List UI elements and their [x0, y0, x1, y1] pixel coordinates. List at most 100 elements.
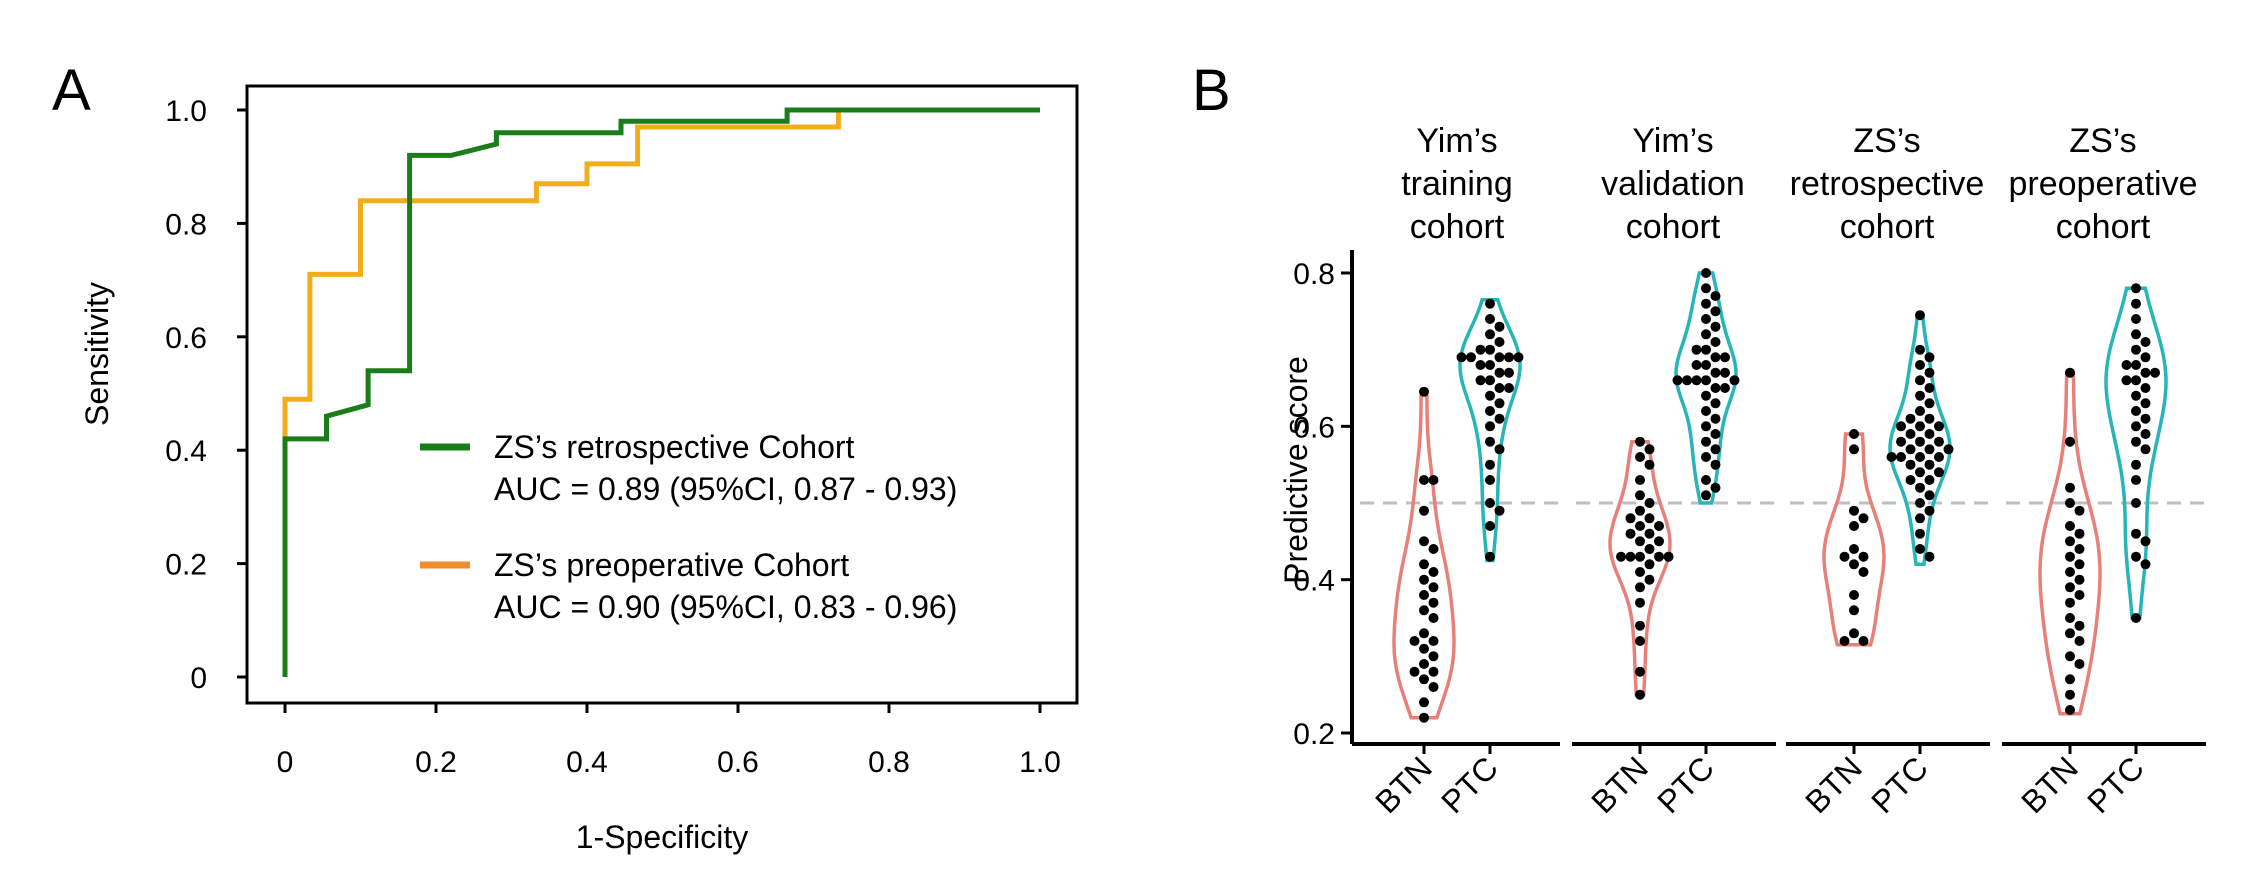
- roc-x-axis: 0 0.2 0.4 0.6 0.8 1.0: [277, 703, 1061, 779]
- data-point: [1915, 310, 1925, 321]
- facet-title-line: training: [1401, 165, 1513, 203]
- data-point: [1635, 452, 1645, 462]
- data-point: [2140, 413, 2151, 424]
- data-point: [2074, 528, 2085, 539]
- data-point: [1654, 521, 1664, 531]
- data-point: [1905, 429, 1916, 439]
- data-point: [1691, 344, 1702, 355]
- data-point: [1701, 329, 1711, 340]
- data-point: [1896, 436, 1906, 447]
- data-point: [1720, 383, 1730, 393]
- data-point: [1701, 452, 1711, 462]
- data-point: [1924, 475, 1935, 485]
- roc-x-tick-label: 0.2: [415, 746, 457, 779]
- data-point: [1849, 559, 1859, 570]
- violin-ptc: [1458, 298, 1522, 563]
- data-point: [1729, 375, 1740, 386]
- data-point: [1419, 712, 1429, 723]
- data-point: [1485, 298, 1495, 309]
- violin-panel: B Predictive score 0.2 0.4 0.6 0.8 Yim’s tra…: [1192, 58, 2206, 820]
- data-point: [1485, 314, 1495, 324]
- data-point: [1710, 444, 1721, 455]
- data-point: [1924, 429, 1935, 439]
- roc-x-tick-label: 1.0: [1019, 746, 1061, 779]
- data-point: [1625, 513, 1636, 524]
- roc-y-tick-label: 0.8: [165, 208, 207, 241]
- data-point: [1858, 551, 1869, 562]
- data-point: [2074, 636, 2085, 646]
- data-point: [2121, 360, 2132, 370]
- roc-y-tick-label: 1.0: [165, 95, 207, 128]
- data-point: [2131, 528, 2141, 539]
- legend-label-retrospective: ZS’s retrospective Cohort: [494, 429, 855, 465]
- data-point: [1701, 283, 1711, 294]
- data-point: [1934, 436, 1944, 447]
- data-point: [1419, 605, 1429, 616]
- violin-btn: [1608, 439, 1672, 697]
- data-point: [1849, 444, 1859, 455]
- data-point: [1943, 444, 1954, 455]
- data-point: [1494, 367, 1505, 378]
- x-tick-label-btn: BTN: [1584, 749, 1655, 820]
- facet-title-line: Yim’s: [1632, 122, 1713, 160]
- data-point: [2074, 659, 2085, 669]
- roc-x-tick-label: 0.6: [717, 746, 759, 779]
- data-point: [1625, 551, 1636, 562]
- data-point: [1485, 390, 1495, 401]
- data-point: [1419, 386, 1429, 397]
- data-point: [1701, 436, 1711, 447]
- data-point: [2065, 613, 2075, 623]
- data-point: [2131, 283, 2141, 294]
- violin-facets: Yim’strainingcohortBTNPTCYim’svalidation…: [1352, 122, 2206, 820]
- data-point: [1915, 498, 1925, 508]
- data-point: [2140, 383, 2151, 393]
- data-point: [1635, 567, 1645, 577]
- data-point: [2131, 498, 2141, 508]
- x-tick-label-btn: BTN: [2014, 749, 2085, 820]
- data-point: [1428, 682, 1439, 692]
- data-point: [1635, 666, 1645, 677]
- data-point: [2065, 482, 2075, 493]
- x-tick-label-btn: BTN: [1798, 749, 1869, 820]
- violin-y-tick-label: 0.8: [1293, 258, 1335, 291]
- data-point: [1905, 459, 1916, 470]
- data-point: [1419, 674, 1429, 685]
- data-point: [2140, 367, 2151, 378]
- data-point: [1635, 475, 1645, 485]
- data-point: [2065, 705, 2075, 715]
- data-point: [1428, 651, 1439, 662]
- data-point: [1924, 352, 1935, 363]
- data-point: [1635, 490, 1645, 501]
- data-point: [2065, 536, 2075, 547]
- data-point: [1915, 344, 1925, 355]
- data-point: [2131, 436, 2141, 447]
- data-point: [1644, 544, 1655, 554]
- facet-title-line: Yim’s: [1416, 122, 1497, 160]
- data-point: [1924, 551, 1935, 562]
- data-point: [1494, 337, 1505, 347]
- data-point: [1849, 605, 1859, 616]
- data-point: [1635, 620, 1645, 631]
- roc-y-axis: 0 0.2 0.4 0.6 0.8 1.0: [165, 95, 247, 695]
- data-point: [2140, 559, 2151, 570]
- data-point: [1644, 574, 1655, 585]
- data-point: [1691, 375, 1702, 386]
- data-point: [1504, 367, 1514, 378]
- data-point: [1644, 528, 1655, 539]
- data-point: [1428, 597, 1439, 608]
- data-point: [2065, 628, 2075, 639]
- facet-title-line: cohort: [1410, 208, 1505, 246]
- data-point: [1924, 459, 1935, 470]
- data-point: [2140, 429, 2151, 439]
- legend-auc-preoperative: AUC = 0.90 (95%CI, 0.83 - 0.96): [494, 589, 957, 625]
- data-point: [1915, 406, 1925, 416]
- data-point: [1924, 490, 1935, 501]
- data-point: [1494, 321, 1505, 332]
- data-point: [1896, 452, 1906, 462]
- violin-y-tick-label: 0.4: [1293, 565, 1335, 598]
- data-point: [1710, 413, 1721, 424]
- data-point: [2150, 367, 2160, 378]
- data-point: [1924, 367, 1935, 378]
